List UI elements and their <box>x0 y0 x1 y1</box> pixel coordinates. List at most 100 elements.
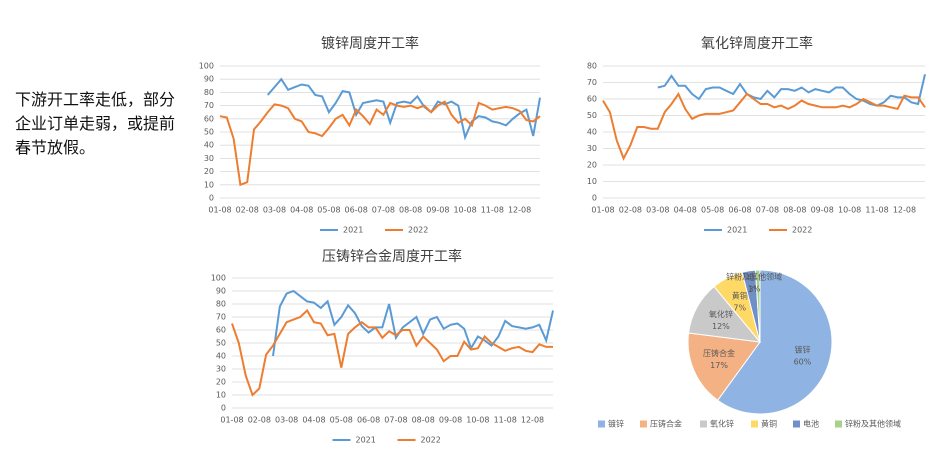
y-tick-label: 0 <box>221 404 226 413</box>
x-tick-label: 03-08 <box>263 206 286 215</box>
legend-label: 2022 <box>408 226 428 235</box>
slice-label: 氧化锌 <box>709 309 733 319</box>
x-tick-label: 06-08 <box>357 416 380 425</box>
x-tick-label: 01-08 <box>208 206 231 215</box>
legend-swatch <box>793 420 800 428</box>
legend-label: 2021 <box>343 226 363 235</box>
x-tick-label: 01-08 <box>591 206 614 215</box>
x-tick-label: 12-08 <box>508 206 531 215</box>
x-tick-label: 10-08 <box>466 416 489 425</box>
y-tick-label: 100 <box>211 274 226 283</box>
slice-label: 镀锌 <box>794 344 810 354</box>
series-line <box>219 100 541 187</box>
legend-label: 电池 <box>803 419 819 429</box>
legend-label: 压铸合金 <box>650 419 682 429</box>
y-tick-label: 80 <box>216 300 226 309</box>
x-tick-label: 12-08 <box>521 416 544 425</box>
y-tick-label: 20 <box>204 167 214 176</box>
x-tick-label: 10-08 <box>838 206 861 215</box>
slice-value: 60% <box>794 357 812 366</box>
y-tick-label: 100 <box>199 62 214 71</box>
x-tick-label: 02-08 <box>236 206 259 215</box>
y-tick-label: 30 <box>587 144 597 153</box>
y-tick-label: 90 <box>216 287 226 296</box>
y-tick-label: 0 <box>592 194 597 203</box>
chart-title: 氧化锌周度开工率 <box>701 35 813 52</box>
y-tick-label: 0 <box>209 194 214 203</box>
slice-label: 锌粉及其他领域 <box>726 271 782 281</box>
x-tick-label: 07-08 <box>756 206 779 215</box>
series-line <box>231 308 553 397</box>
legend-swatch <box>640 420 647 428</box>
x-tick-label: 03-08 <box>646 206 669 215</box>
chart-title: 压铸锌合金周度开工率 <box>322 248 462 265</box>
legend-label: 2022 <box>792 226 812 235</box>
y-tick-label: 80 <box>204 88 214 97</box>
y-tick-label: 60 <box>587 95 597 104</box>
pie-slice <box>716 269 833 415</box>
slice-value: 1% <box>748 284 761 293</box>
y-tick-label: 10 <box>204 180 214 189</box>
x-tick-label: 09-08 <box>811 206 834 215</box>
x-tick-label: 05-08 <box>701 206 724 215</box>
x-tick-label: 08-08 <box>783 206 806 215</box>
y-tick-label: 70 <box>587 78 597 87</box>
x-tick-label: 08-08 <box>399 206 422 215</box>
x-tick-label: 03-08 <box>275 416 298 425</box>
x-tick-label: 01-08 <box>220 416 243 425</box>
slice-label: 压铸合金 <box>703 348 735 358</box>
x-tick-label: 02-08 <box>248 416 271 425</box>
slice-label: 电池 <box>747 272 763 282</box>
slice-label: 黄铜 <box>732 291 748 301</box>
x-tick-label: 06-08 <box>728 206 751 215</box>
y-tick-label: 60 <box>216 326 226 335</box>
x-tick-label: 05-08 <box>330 416 353 425</box>
legend-label: 黄铜 <box>761 419 777 429</box>
y-tick-label: 30 <box>204 154 214 163</box>
x-tick-label: 10-08 <box>453 206 476 215</box>
legend-swatch <box>751 420 758 428</box>
y-tick-label: 50 <box>204 128 214 137</box>
pie-slice <box>687 332 761 401</box>
y-tick-label: 50 <box>587 111 597 120</box>
x-tick-label: 11-08 <box>481 206 504 215</box>
y-tick-label: 10 <box>587 177 597 186</box>
x-tick-label: 11-08 <box>865 206 888 215</box>
legend-label: 氧化锌 <box>710 419 734 429</box>
legend-swatch <box>598 420 605 428</box>
y-tick-label: 20 <box>587 161 597 170</box>
y-tick-label: 60 <box>204 114 214 123</box>
x-tick-label: 06-08 <box>345 206 368 215</box>
x-tick-label: 12-08 <box>893 206 916 215</box>
legend-swatch <box>700 420 707 428</box>
x-tick-label: 07-08 <box>372 206 395 215</box>
legend-label: 2021 <box>356 436 376 445</box>
series-line <box>266 77 541 141</box>
x-tick-label: 04-08 <box>674 206 697 215</box>
x-tick-label: 05-08 <box>317 206 340 215</box>
y-tick-label: 10 <box>216 391 226 400</box>
pie-slice <box>754 269 761 343</box>
y-tick-label: 70 <box>216 313 226 322</box>
y-tick-label: 20 <box>216 378 226 387</box>
x-tick-label: 09-08 <box>439 416 462 425</box>
x-tick-label: 02-08 <box>619 206 642 215</box>
x-tick-label: 04-08 <box>302 416 325 425</box>
x-tick-label: 11-08 <box>494 416 517 425</box>
y-tick-label: 90 <box>204 75 214 84</box>
y-tick-label: 70 <box>204 101 214 110</box>
series-line <box>602 91 926 161</box>
note-text: 下游开工率走低，部分企业订单走弱，或提前春节放假。 <box>15 90 176 157</box>
legend-label: 2021 <box>727 226 747 235</box>
legend-swatch <box>835 420 842 428</box>
chart-title: 镀锌周度开工率 <box>321 35 419 52</box>
slice-value: 12% <box>712 322 730 331</box>
x-tick-label: 08-08 <box>412 416 435 425</box>
legend-label: 镀锌 <box>608 419 624 429</box>
slice-value: 17% <box>710 361 728 370</box>
x-tick-label: 04-08 <box>290 206 313 215</box>
y-tick-label: 40 <box>204 141 214 150</box>
slice-value: 3% <box>748 285 761 294</box>
x-tick-label: 09-08 <box>426 206 449 215</box>
